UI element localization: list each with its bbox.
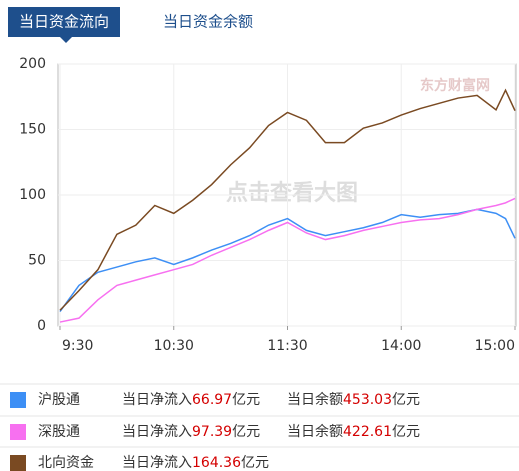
net-inflow-value: 66.97	[192, 392, 232, 408]
series-line	[59, 208, 516, 313]
x-tick-label: 15:00	[475, 338, 515, 354]
balance-text: 当日余额453.03亿元	[287, 391, 420, 408]
tab[interactable]: 当日资金流向	[19, 13, 109, 31]
balance-value: 422.61	[343, 424, 392, 440]
inflow-text: 当日净流入164.36亿元	[122, 455, 269, 471]
balance-text: 当日余额422.61亿元	[287, 423, 420, 440]
unit: 亿元	[232, 392, 260, 408]
watermark-logo: 东方财富网	[420, 77, 490, 94]
y-tick-label: 200	[19, 56, 46, 72]
label: 当日余额	[287, 423, 343, 440]
x-tick-label: 9:30	[62, 338, 93, 354]
y-tick-label: 100	[19, 187, 46, 203]
legend-name: 沪股通	[38, 392, 80, 408]
series-line	[59, 88, 516, 311]
x-tick-label: 14:00	[381, 338, 421, 354]
unit: 亿元	[392, 392, 420, 408]
unit: 亿元	[392, 424, 420, 440]
net-inflow-value: 97.39	[192, 424, 232, 440]
balance-value: 453.03	[343, 392, 392, 408]
legend-name: 深股通	[38, 424, 80, 440]
y-tick-label: 50	[28, 253, 46, 269]
inflow-text: 当日净流入97.39亿元	[122, 424, 260, 440]
unit: 亿元	[232, 424, 260, 440]
x-tick-label: 11:30	[267, 338, 307, 354]
y-tick-label: 150	[19, 122, 46, 138]
legend-swatch	[10, 392, 26, 408]
tab-pointer	[60, 37, 72, 43]
y-tick-label: 0	[37, 318, 46, 334]
tab[interactable]: 当日资金余额	[163, 13, 253, 31]
x-tick-label: 10:30	[154, 338, 194, 354]
label: 当日净流入	[122, 424, 192, 440]
watermark: 点击查看大图	[226, 180, 358, 206]
label: 当日余额	[287, 391, 343, 408]
series-line	[59, 197, 516, 323]
label: 当日净流入	[122, 392, 192, 408]
legend-name: 北向资金	[38, 455, 94, 471]
active-tab-bg[interactable]	[8, 7, 120, 37]
net-inflow-value: 164.36	[192, 455, 241, 471]
inflow-text: 当日净流入66.97亿元	[122, 392, 260, 408]
legend-swatch	[10, 455, 26, 471]
unit: 亿元	[241, 455, 269, 471]
legend-swatch	[10, 424, 26, 440]
label: 当日净流入	[122, 455, 192, 471]
